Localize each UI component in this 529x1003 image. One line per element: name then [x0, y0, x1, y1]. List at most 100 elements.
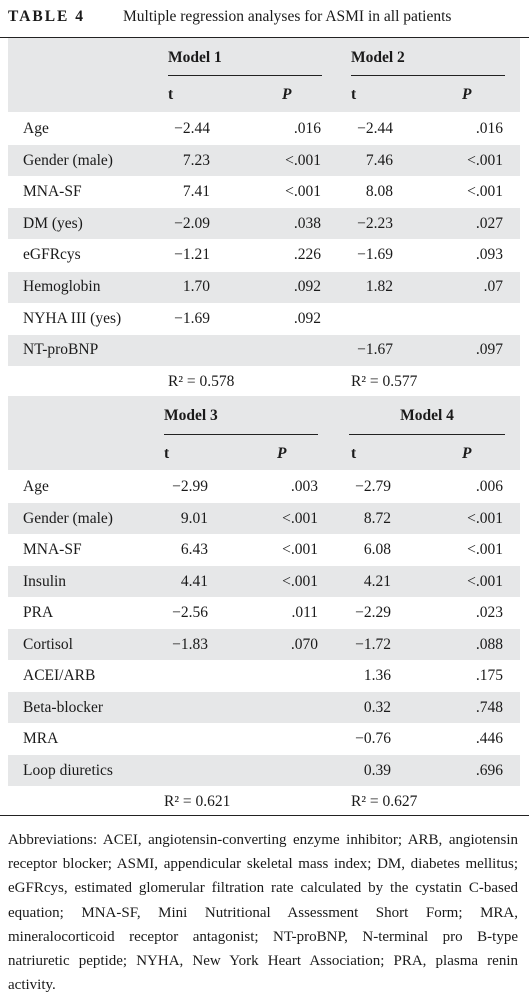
cell: .003 — [290, 478, 318, 495]
cell: .446 — [475, 730, 503, 747]
cell: <.001 — [282, 541, 318, 558]
cell: .011 — [291, 604, 318, 621]
cell: −2.44 — [357, 120, 393, 137]
cell: .175 — [475, 667, 503, 684]
header-band — [8, 396, 520, 470]
cell: .038 — [293, 214, 321, 232]
cell: −1.72 — [355, 635, 391, 653]
column-header: P — [282, 86, 292, 103]
cell: 6.43 — [180, 541, 208, 558]
cell: −2.99 — [172, 478, 208, 495]
model-header: Model 1 — [168, 49, 222, 66]
cell: <.001 — [282, 572, 318, 590]
cell: 0.32 — [363, 698, 391, 716]
cell: .092 — [293, 278, 321, 295]
column-header: P — [277, 445, 287, 462]
row-label: NT-proBNP — [23, 341, 99, 359]
cell: .016 — [475, 120, 503, 137]
cell: −2.44 — [174, 120, 210, 137]
row-shade — [8, 692, 520, 723]
column-header: P — [462, 445, 472, 462]
row-label: ACEI/ARB — [23, 667, 96, 684]
row-label: Cortisol — [23, 635, 73, 653]
cell: −2.09 — [174, 214, 210, 232]
row-label: MRA — [23, 730, 59, 747]
model-rule — [164, 434, 318, 435]
column-header: t — [351, 86, 357, 103]
footnote: Abbreviations: ACEI, angiotensin-convert… — [8, 832, 518, 994]
bottom-rule — [0, 815, 529, 816]
column-header: t — [351, 445, 357, 462]
model-rule — [351, 75, 505, 76]
column-header: t — [164, 445, 170, 462]
row-label: NYHA III (yes) — [23, 309, 122, 327]
r-squared: R² = 0.578 — [168, 372, 235, 390]
cell: .092 — [293, 309, 321, 327]
model-rule — [168, 75, 322, 76]
row-label: MNA-SF — [23, 183, 82, 201]
cell: 7.46 — [365, 151, 393, 169]
cell: .07 — [483, 278, 503, 295]
r-squared: R² = 0.627 — [351, 793, 418, 810]
row-shade — [8, 208, 520, 240]
row-shade — [8, 271, 520, 303]
cell: .093 — [475, 246, 503, 264]
cell: .226 — [293, 246, 321, 264]
cell: −1.21 — [174, 246, 210, 264]
row-shade — [8, 145, 520, 177]
cell: 0.39 — [363, 761, 391, 779]
cell: 8.72 — [363, 509, 391, 527]
cell: .023 — [475, 604, 503, 621]
cell: .097 — [475, 341, 503, 359]
row-label: Insulin — [23, 572, 67, 590]
model-header: Model 2 — [351, 49, 405, 66]
row-label: Gender (male) — [23, 151, 113, 169]
cell: .748 — [475, 698, 503, 716]
cell: −2.79 — [355, 478, 391, 495]
column-header: t — [168, 86, 174, 103]
table-title: Multiple regression analyses for ASMI in… — [123, 8, 452, 25]
cell: <.001 — [285, 183, 321, 201]
cell: −1.83 — [172, 635, 208, 653]
cell: <.001 — [285, 151, 321, 169]
cell: −2.23 — [357, 214, 393, 232]
row-shade — [8, 629, 520, 660]
model-rule — [349, 434, 505, 435]
cell: 4.21 — [363, 572, 391, 590]
cell: −2.29 — [355, 604, 391, 621]
row-shade — [8, 755, 520, 786]
cell: −1.69 — [357, 246, 393, 264]
cell: −1.69 — [174, 309, 210, 327]
cell: 6.08 — [363, 541, 391, 558]
cell: 1.36 — [363, 667, 391, 684]
r-squared: R² = 0.621 — [164, 793, 231, 810]
r-squared: R² = 0.577 — [351, 372, 418, 390]
row-label: Beta-blocker — [23, 698, 104, 716]
cell: .027 — [475, 214, 503, 232]
cell: −0.76 — [355, 730, 391, 747]
cell: .088 — [475, 635, 503, 653]
cell: −1.67 — [357, 341, 393, 359]
row-label: Gender (male) — [23, 509, 113, 527]
cell: 8.08 — [365, 183, 393, 201]
cell: <.001 — [467, 572, 503, 590]
row-shade — [8, 566, 520, 597]
table-label: TABLE 4 — [8, 8, 86, 25]
row-label: Age — [23, 478, 49, 495]
cell: <.001 — [467, 509, 503, 527]
cell: 4.41 — [180, 572, 208, 590]
cell: 7.41 — [182, 183, 210, 201]
row-shade — [8, 503, 520, 534]
model-header: Model 3 — [164, 407, 218, 424]
row-shade — [8, 334, 520, 366]
cell: <.001 — [467, 541, 503, 558]
row-label: Hemoglobin — [23, 278, 101, 295]
row-label: PRA — [23, 604, 54, 621]
top-rule — [0, 37, 529, 38]
row-label: eGFRcys — [23, 246, 81, 264]
row-label: MNA-SF — [23, 541, 82, 558]
row-label: Loop diuretics — [23, 761, 113, 779]
cell: <.001 — [467, 183, 503, 201]
row-label: DM (yes) — [23, 214, 83, 232]
cell: 9.01 — [180, 509, 208, 527]
